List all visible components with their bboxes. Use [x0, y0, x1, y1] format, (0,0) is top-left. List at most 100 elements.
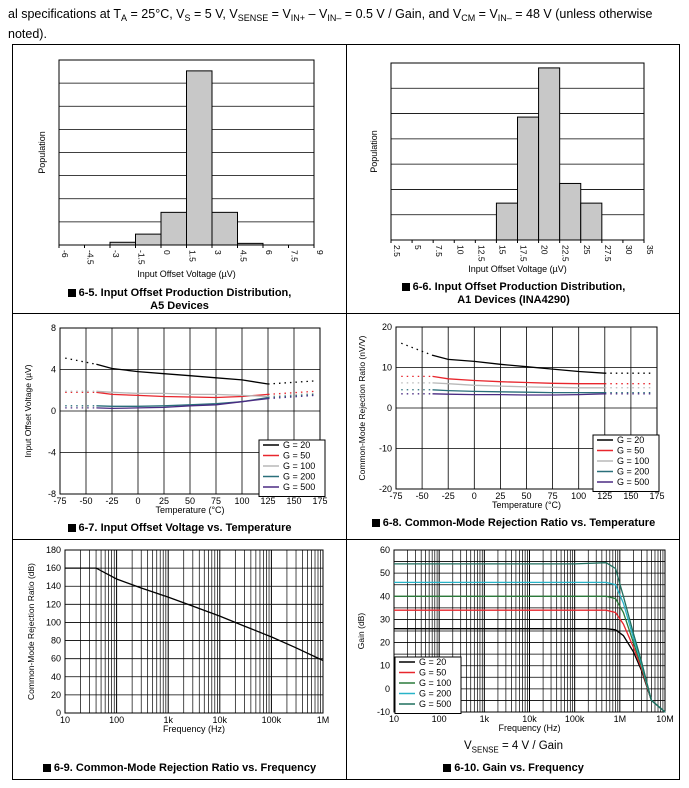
y-tick-label: 0: [56, 708, 61, 718]
y-tick-label: 10: [380, 661, 390, 671]
histogram-bar: [580, 202, 603, 241]
x-tick-label: 4.5: [239, 250, 249, 262]
y-tick-label: 30: [380, 614, 390, 624]
x-tick-label: 100k: [262, 715, 282, 725]
y-tick-label: -10: [377, 707, 390, 717]
x-tick-label: 6: [264, 250, 274, 255]
plot-frame: [393, 549, 666, 713]
figure-icon: [443, 764, 452, 772]
y-tick-label: 180: [46, 545, 61, 555]
y-axis-label: Population: [37, 131, 47, 174]
x-tick-label: 30: [624, 245, 634, 255]
x-tick-label: -25: [105, 496, 118, 506]
x-tick-label: 100: [234, 496, 249, 506]
x-tick-label: 25: [159, 496, 169, 506]
legend-label: G = 20: [283, 440, 310, 450]
series-extrapolation: [267, 390, 315, 396]
x-tick-label: 7.5: [290, 250, 300, 262]
x-tick-label: 100: [432, 714, 447, 724]
x-tick-label: 2.5: [392, 245, 402, 257]
figure-6-10: 10 100 1k 10k 100k 1M 10M -10 0 10 20 30 40 50 60 Frequ…: [347, 540, 680, 781]
plot-frame: [64, 549, 324, 714]
y-tick-label: 120: [46, 599, 61, 609]
y-tick-label: 8: [51, 323, 56, 333]
x-tick-label: 75: [211, 496, 221, 506]
x-tick-label: 125: [260, 496, 275, 506]
x-tick-label: 25: [495, 491, 505, 501]
legend-label: G = 20: [419, 657, 446, 667]
x-tick-label: 1k: [480, 714, 490, 724]
x-tick-label: 150: [623, 491, 638, 501]
y-tick-label: 20: [51, 690, 61, 700]
x-axis-label: Input Offset Voltage (µV): [137, 269, 236, 279]
x-tick-label: 100: [109, 715, 124, 725]
x-tick-label: 175: [649, 491, 664, 501]
y-axis-label: Common-Mode Rejection Ratio (dB): [26, 563, 36, 700]
figure-6-9: 10 100 1k 10k 100k 1M 0 20 40 60 80 100 120 140 160 180…: [13, 540, 346, 781]
histogram-bar: [186, 70, 213, 246]
y-tick-label: 50: [380, 568, 390, 578]
x-tick-label: 75: [548, 491, 558, 501]
x-tick-label: 10: [60, 715, 70, 725]
x-tick-label: 100k: [565, 714, 585, 724]
plot-frame: [59, 327, 321, 495]
y-tick-label: 160: [46, 563, 61, 573]
x-tick-label: 1M: [317, 715, 330, 725]
offset-vs-temp-chart: -75 -50 -25 0 25 50 75 100 125 150 175 -8 -4 0 4 8 Tempe…: [23, 323, 328, 515]
y-tick-label: 140: [46, 581, 61, 591]
y-tick-label: 20: [380, 638, 390, 648]
gain-note: VSENSE = 4 V / Gain: [463, 740, 564, 755]
x-tick-label: -6: [60, 250, 70, 258]
series-line: [96, 363, 269, 385]
histogram-bar: [109, 241, 136, 246]
figure-caption: 6-6. Input Offset Production Distributio…: [347, 281, 680, 307]
x-tick-label: -50: [416, 491, 429, 501]
legend-label: G = 200: [617, 467, 649, 477]
series-extrapolation: [267, 394, 315, 400]
x-tick-label: 27.5: [603, 245, 613, 262]
plot-frame: [395, 326, 658, 490]
y-tick-label: 60: [51, 654, 61, 664]
figure-grid: -6 -4.5 -3 -1.5 0 1.5 3 4.5 6 7.5 9 Input Offset Vo…: [12, 44, 680, 780]
figure-icon: [67, 524, 76, 532]
x-tick-label: 5: [413, 245, 423, 250]
x-tick-label: 35: [645, 245, 655, 255]
y-tick-label: 40: [380, 591, 390, 601]
y-tick-label: 0: [385, 684, 390, 694]
x-tick-label: 150: [286, 496, 301, 506]
histogram-bar: [517, 116, 540, 241]
figure-6-8: -75 -50 -25 0 25 50 75 100 125 150 175 -20 -10 0 10 20 T…: [347, 314, 680, 539]
legend-label: G = 100: [617, 456, 649, 466]
x-tick-label: -75: [53, 496, 66, 506]
legend-label: G = 100: [419, 678, 451, 688]
legend-label: G = 50: [283, 451, 310, 461]
y-tick-label: -10: [379, 444, 392, 454]
x-tick-label: 22.5: [561, 245, 571, 262]
y-tick-label: 4: [51, 365, 56, 375]
figure-caption: 6-5. Input Offset Production Distributio…: [13, 287, 346, 313]
figure-icon: [42, 764, 51, 772]
cmrr-vs-temp-chart: -75 -50 -25 0 25 50 75 100 125 150 175 -20 -10 0 10 20 T…: [357, 322, 665, 510]
y-tick-label: 10: [382, 363, 392, 373]
series-extrapolation: [267, 380, 315, 385]
figure-caption: 6-9. Common-Mode Rejection Ratio vs. Fre…: [13, 762, 346, 775]
x-axis-label: Temperature (°C): [155, 505, 224, 515]
series-line: [432, 393, 605, 396]
x-tick-label: 12.5: [476, 245, 486, 262]
x-axis-label: Temperature (°C): [492, 500, 561, 510]
x-tick-label: 50: [185, 496, 195, 506]
series-extrapolation: [267, 392, 315, 398]
figure-caption: 6-7. Input Offset Voltage vs. Temperatur…: [13, 522, 346, 535]
x-tick-label: 1.5: [188, 250, 198, 262]
legend-label: G = 100: [283, 461, 315, 471]
legend-label: G = 500: [617, 477, 649, 487]
histogram-bar: [135, 233, 162, 246]
x-tick-label: 100: [571, 491, 586, 501]
histogram-bar: [237, 242, 264, 246]
x-tick-label: 0: [135, 496, 140, 506]
series-line: [432, 389, 605, 394]
x-tick-label: 20: [540, 245, 550, 255]
y-tick-label: -4: [48, 448, 56, 458]
figure-caption: 6-8. Common-Mode Rejection Ratio vs. Tem…: [347, 517, 680, 530]
y-tick-label: -20: [379, 484, 392, 494]
